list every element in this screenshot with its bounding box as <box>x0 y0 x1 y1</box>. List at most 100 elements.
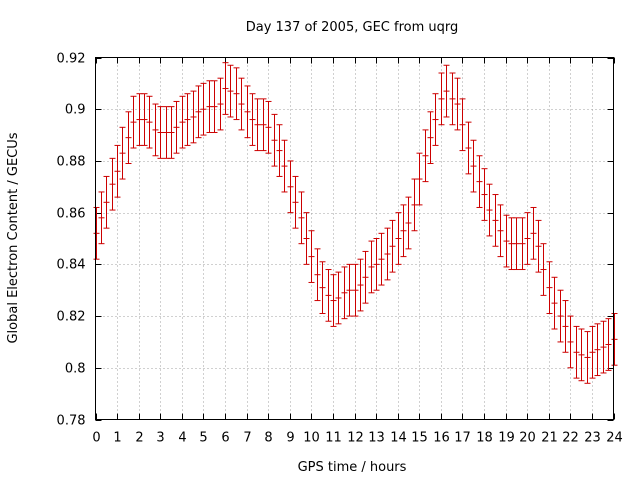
error-bar <box>352 263 359 317</box>
error-bar <box>540 243 547 296</box>
error-bar <box>130 95 137 149</box>
error-bar <box>411 178 418 232</box>
error-bar <box>427 111 434 165</box>
error-bar <box>400 204 407 258</box>
error-bar <box>384 227 391 281</box>
x-tick-label: 12 <box>347 431 364 446</box>
x-tick-label: 7 <box>243 431 251 446</box>
error-bar <box>584 331 591 384</box>
x-tick-label: 13 <box>368 431 385 446</box>
error-bar <box>152 103 159 157</box>
error-bar <box>260 98 267 152</box>
error-bar <box>605 318 612 371</box>
x-tick-label: 5 <box>199 431 207 446</box>
error-bar <box>486 183 493 237</box>
grid-lines <box>95 57 614 420</box>
error-bar <box>119 126 126 180</box>
error-bar <box>233 67 240 121</box>
error-bar <box>292 175 299 229</box>
x-tick-label: 17 <box>454 431 471 446</box>
error-bar <box>173 100 180 154</box>
x-tick-label: 8 <box>264 431 272 446</box>
error-bar <box>465 121 472 175</box>
error-bar <box>432 93 439 146</box>
error-bar <box>378 232 385 286</box>
chart-title: Day 137 of 2005, GEC from uqrg <box>246 20 459 35</box>
error-bar <box>265 100 272 154</box>
x-tick-label: 11 <box>325 431 342 446</box>
y-tick-label: 0.82 <box>57 310 86 325</box>
error-bar <box>303 212 310 265</box>
error-bar <box>184 93 191 146</box>
error-bar <box>454 77 461 131</box>
error-bar <box>314 248 321 302</box>
x-tick-label: 24 <box>606 431 623 446</box>
error-bar <box>546 261 553 314</box>
error-bar <box>589 325 596 379</box>
error-bar <box>330 274 337 327</box>
error-bar <box>325 269 332 322</box>
error-bar <box>341 266 348 320</box>
y-axis-title: Global Electron Content / GECUs <box>6 132 21 343</box>
x-tick-label: 6 <box>221 431 229 446</box>
error-bar <box>211 80 218 133</box>
error-bar <box>103 175 110 229</box>
error-bar <box>530 206 537 260</box>
y-tick-label: 0.88 <box>57 155 86 170</box>
x-tick-label: 0 <box>92 431 100 446</box>
error-bar <box>125 111 132 165</box>
error-bar <box>459 98 466 152</box>
error-bar <box>238 77 245 131</box>
error-bar <box>357 258 364 312</box>
error-bar <box>227 64 234 118</box>
error-bar <box>470 139 477 193</box>
error-bar <box>438 72 445 126</box>
error-bar <box>481 168 488 221</box>
error-bar <box>98 191 105 245</box>
error-bar <box>395 212 402 265</box>
error-bar <box>335 271 342 325</box>
error-bar <box>562 300 569 353</box>
error-bar <box>249 93 256 146</box>
error-bar <box>146 95 153 149</box>
error-bar <box>594 323 601 377</box>
error-bar <box>114 144 121 198</box>
error-bar <box>611 312 618 366</box>
error-bar <box>271 113 278 167</box>
error-bar <box>254 98 261 152</box>
error-bar <box>93 206 100 260</box>
error-bar <box>557 289 564 343</box>
error-bar <box>346 263 353 317</box>
error-bar <box>298 191 305 245</box>
error-bar <box>573 325 580 379</box>
error-bar <box>578 328 585 382</box>
x-tick-label: 14 <box>390 431 407 446</box>
y-tick-label: 0.8 <box>65 362 86 377</box>
x-tick-label: 1 <box>113 431 121 446</box>
x-tick-label: 21 <box>541 431 558 446</box>
error-bar <box>276 124 283 177</box>
error-bar <box>308 230 315 283</box>
error-bar <box>195 85 202 139</box>
x-tick-label: 15 <box>411 431 428 446</box>
error-bar <box>190 90 197 144</box>
error-bar <box>519 217 526 271</box>
x-tick-label: 20 <box>519 431 536 446</box>
error-bar <box>373 238 380 291</box>
y-tick-label: 0.92 <box>57 52 86 67</box>
error-bar <box>405 196 412 250</box>
error-bar <box>551 276 558 330</box>
x-tick-label: 3 <box>156 431 164 446</box>
error-bar <box>497 204 504 258</box>
error-bar <box>244 85 251 139</box>
error-bar <box>287 160 294 214</box>
x-axis-title: GPS time / hours <box>298 460 407 475</box>
y-tick-label: 0.84 <box>57 258 86 273</box>
error-bar <box>476 155 483 208</box>
x-tick-label: 4 <box>178 431 186 446</box>
error-bar-series <box>93 62 618 384</box>
y-tick-label: 0.9 <box>65 103 86 118</box>
error-bar <box>157 106 164 159</box>
error-bar <box>449 72 456 126</box>
x-tick-label: 18 <box>476 431 493 446</box>
